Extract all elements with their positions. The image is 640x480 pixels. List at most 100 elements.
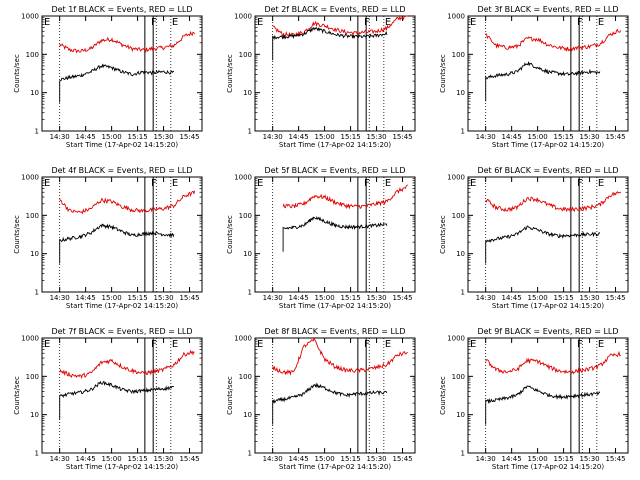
y-tick-label: 1000 — [234, 13, 252, 21]
plot-frame — [254, 337, 416, 454]
y-tick-label: 1 — [461, 128, 465, 136]
interval-marker-label: F — [364, 339, 370, 350]
series-events-line — [59, 380, 174, 420]
x-tick-label: 15:30 — [366, 455, 386, 463]
panel-title: Det 2f BLACK = Events, RED = LLD — [264, 5, 405, 14]
series-events-line — [59, 63, 175, 103]
x-tick-label: 14:45 — [76, 294, 96, 302]
y-tick-label: 1 — [248, 450, 252, 458]
x-axis-label: Start Time (17-Apr-02 14:15:20) — [66, 463, 178, 471]
x-tick-label: 15:00 — [315, 455, 335, 463]
x-tick-label: 15:30 — [366, 133, 386, 141]
interval-marker-label: E — [257, 178, 263, 189]
y-tick-label: 100 — [239, 212, 252, 220]
y-axis-label: Counts/sec — [439, 215, 447, 254]
y-tick-label: 100 — [26, 51, 39, 59]
interval-marker-label: E — [257, 17, 263, 28]
x-tick-label: 14:45 — [502, 455, 522, 463]
y-tick-label: 1000 — [447, 174, 465, 182]
x-tick-label: 15:15 — [553, 455, 573, 463]
plot-frame — [467, 15, 629, 132]
y-tick-label: 100 — [452, 212, 465, 220]
y-tick-label: 10 — [456, 411, 465, 419]
y-axis-label: Counts/sec — [226, 215, 234, 254]
plot-frame — [467, 337, 629, 454]
interval-marker-label: E — [385, 17, 391, 28]
series-lld-line — [485, 191, 621, 213]
y-axis-label: Counts/sec — [13, 215, 21, 254]
x-tick-label: 14:45 — [289, 133, 309, 141]
x-axis-label: Start Time (17-Apr-02 14:15:20) — [279, 141, 391, 149]
y-axis-label: Counts/sec — [13, 376, 21, 415]
x-tick-label: 15:45 — [179, 294, 199, 302]
series-events-line — [485, 225, 601, 264]
plot-frame — [41, 176, 203, 293]
y-axis-label: Counts/sec — [13, 54, 21, 93]
x-tick-label: 14:30 — [476, 133, 496, 141]
y-tick-label: 100 — [452, 373, 465, 381]
y-tick-label: 1000 — [447, 13, 465, 21]
x-axis-label: Start Time (17-Apr-02 14:15:20) — [279, 302, 391, 310]
y-tick-label: 1 — [35, 128, 39, 136]
series-lld-line — [485, 350, 621, 375]
x-axis-label: Start Time (17-Apr-02 14:15:20) — [66, 302, 178, 310]
panel-title: Det 6f BLACK = Events, RED = LLD — [477, 166, 618, 175]
y-tick-label: 10 — [30, 89, 39, 97]
panel-title: Det 7f BLACK = Events, RED = LLD — [51, 327, 192, 336]
x-tick-label: 14:45 — [289, 294, 309, 302]
interval-marker-label: F — [364, 178, 370, 189]
x-tick-label: 15:15 — [127, 455, 147, 463]
x-tick-label: 15:15 — [340, 133, 360, 141]
y-tick-label: 1000 — [21, 335, 39, 343]
series-events-line — [485, 60, 601, 102]
panel-title: Det 1f BLACK = Events, RED = LLD — [51, 5, 192, 14]
y-tick-label: 1 — [461, 289, 465, 297]
series-events-line — [282, 216, 388, 252]
panel-title: Det 4f BLACK = Events, RED = LLD — [51, 166, 192, 175]
x-tick-label: 14:45 — [76, 455, 96, 463]
y-tick-label: 10 — [456, 89, 465, 97]
x-tick-label: 15:30 — [153, 294, 173, 302]
x-tick-label: 15:45 — [392, 294, 412, 302]
x-tick-label: 15:00 — [315, 294, 335, 302]
y-tick-label: 10 — [243, 250, 252, 258]
y-tick-label: 1000 — [234, 174, 252, 182]
y-tick-label: 1 — [35, 450, 39, 458]
interval-marker-label: E — [598, 178, 604, 189]
x-axis-label: Start Time (17-Apr-02 14:15:20) — [279, 463, 391, 471]
x-axis-label: Start Time (17-Apr-02 14:15:20) — [492, 463, 604, 471]
y-tick-label: 1000 — [21, 13, 39, 21]
x-tick-label: 15:00 — [102, 455, 122, 463]
interval-marker-label: E — [470, 178, 476, 189]
interval-marker-label: E — [172, 178, 178, 189]
y-tick-label: 1 — [248, 128, 252, 136]
y-axis-label: Counts/sec — [439, 54, 447, 93]
x-tick-label: 14:30 — [263, 133, 283, 141]
series-events-line — [59, 223, 175, 264]
x-tick-label: 14:45 — [502, 294, 522, 302]
x-tick-label: 14:30 — [476, 294, 496, 302]
y-tick-label: 10 — [456, 250, 465, 258]
x-tick-label: 14:30 — [50, 133, 70, 141]
interval-marker-label: E — [470, 17, 476, 28]
x-tick-label: 15:30 — [153, 133, 173, 141]
x-tick-label: 15:45 — [605, 133, 625, 141]
series-lld-line — [59, 190, 196, 215]
series-lld-line — [59, 349, 195, 380]
interval-marker-label: F — [577, 17, 583, 28]
interval-marker-label: E — [44, 17, 50, 28]
x-tick-label: 15:45 — [392, 133, 412, 141]
y-tick-label: 100 — [26, 373, 39, 381]
x-tick-label: 14:30 — [263, 455, 283, 463]
x-tick-label: 15:00 — [315, 133, 335, 141]
x-tick-label: 15:00 — [102, 294, 122, 302]
x-tick-label: 15:30 — [366, 294, 386, 302]
x-tick-label: 14:45 — [289, 455, 309, 463]
y-tick-label: 10 — [30, 250, 39, 258]
y-tick-label: 100 — [239, 373, 252, 381]
interval-marker-label: E — [172, 17, 178, 28]
y-axis-label: Counts/sec — [439, 376, 447, 415]
x-tick-label: 15:30 — [579, 294, 599, 302]
y-tick-label: 1 — [248, 289, 252, 297]
